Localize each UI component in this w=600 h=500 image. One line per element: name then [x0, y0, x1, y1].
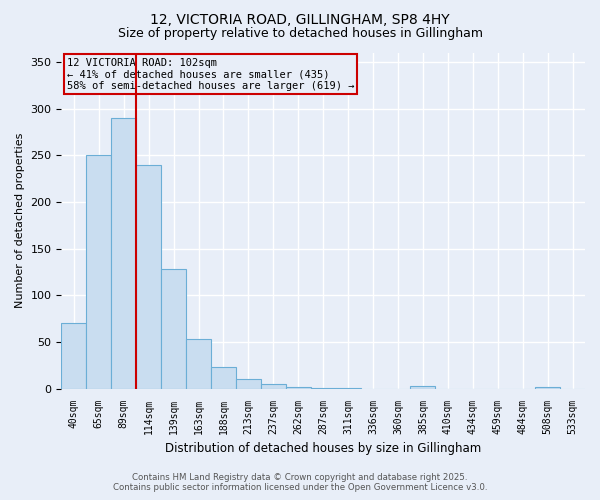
Bar [286, 387, 311, 388]
Bar [186, 339, 211, 388]
X-axis label: Distribution of detached houses by size in Gillingham: Distribution of detached houses by size … [165, 442, 481, 455]
Bar [111, 118, 136, 388]
Bar [86, 155, 111, 388]
Bar [535, 387, 560, 388]
Y-axis label: Number of detached properties: Number of detached properties [15, 133, 25, 308]
Text: 12, VICTORIA ROAD, GILLINGHAM, SP8 4HY: 12, VICTORIA ROAD, GILLINGHAM, SP8 4HY [150, 12, 450, 26]
Text: 12 VICTORIA ROAD: 102sqm
← 41% of detached houses are smaller (435)
58% of semi-: 12 VICTORIA ROAD: 102sqm ← 41% of detach… [67, 58, 354, 90]
Bar [161, 269, 186, 388]
Bar [410, 386, 436, 388]
Bar [61, 324, 86, 388]
Text: Size of property relative to detached houses in Gillingham: Size of property relative to detached ho… [118, 28, 482, 40]
Text: Contains HM Land Registry data © Crown copyright and database right 2025.
Contai: Contains HM Land Registry data © Crown c… [113, 473, 487, 492]
Bar [136, 164, 161, 388]
Bar [261, 384, 286, 388]
Bar [211, 367, 236, 388]
Bar [236, 380, 261, 388]
